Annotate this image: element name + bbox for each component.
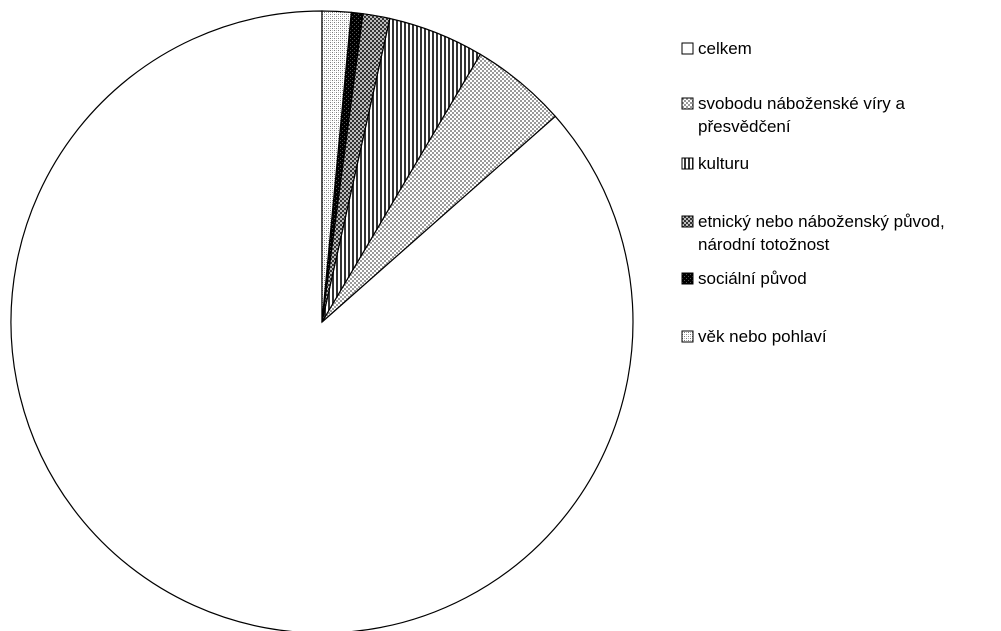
- legend-label-5: sociální původ: [698, 269, 807, 288]
- legend-item-2: svobodu náboženské víry a přesvědčení: [682, 94, 906, 136]
- legend: celkem svobodu náboženské víry a přesvědče…: [682, 39, 945, 346]
- legend-label-4-line-1: etnický nebo náboženský původ,: [698, 212, 945, 231]
- legend-swatch-3: [682, 158, 693, 169]
- legend-swatch-2: [682, 98, 693, 109]
- legend-swatch-6: [682, 331, 693, 342]
- legend-swatch-1: [682, 43, 693, 54]
- legend-label-3: kulturu: [698, 154, 749, 173]
- legend-item-3: kulturu: [682, 154, 749, 173]
- legend-label-2-line-1: svobodu náboženské víry a: [698, 94, 906, 113]
- legend-label-2-line-2: přesvědčení: [698, 117, 791, 136]
- legend-swatch-4: [682, 216, 693, 227]
- legend-item-4: etnický nebo náboženský původ, národní to…: [682, 212, 945, 254]
- legend-item-1: celkem: [682, 39, 752, 58]
- legend-item-5: sociální původ: [682, 269, 807, 288]
- legend-label-1: celkem: [698, 39, 752, 58]
- legend-label-6: věk nebo pohlaví: [698, 327, 827, 346]
- pie-slices: [11, 11, 633, 631]
- legend-label-4-line-2: národní totožnost: [698, 235, 830, 254]
- legend-swatch-5: [682, 273, 693, 284]
- legend-item-6: věk nebo pohlaví: [682, 327, 827, 346]
